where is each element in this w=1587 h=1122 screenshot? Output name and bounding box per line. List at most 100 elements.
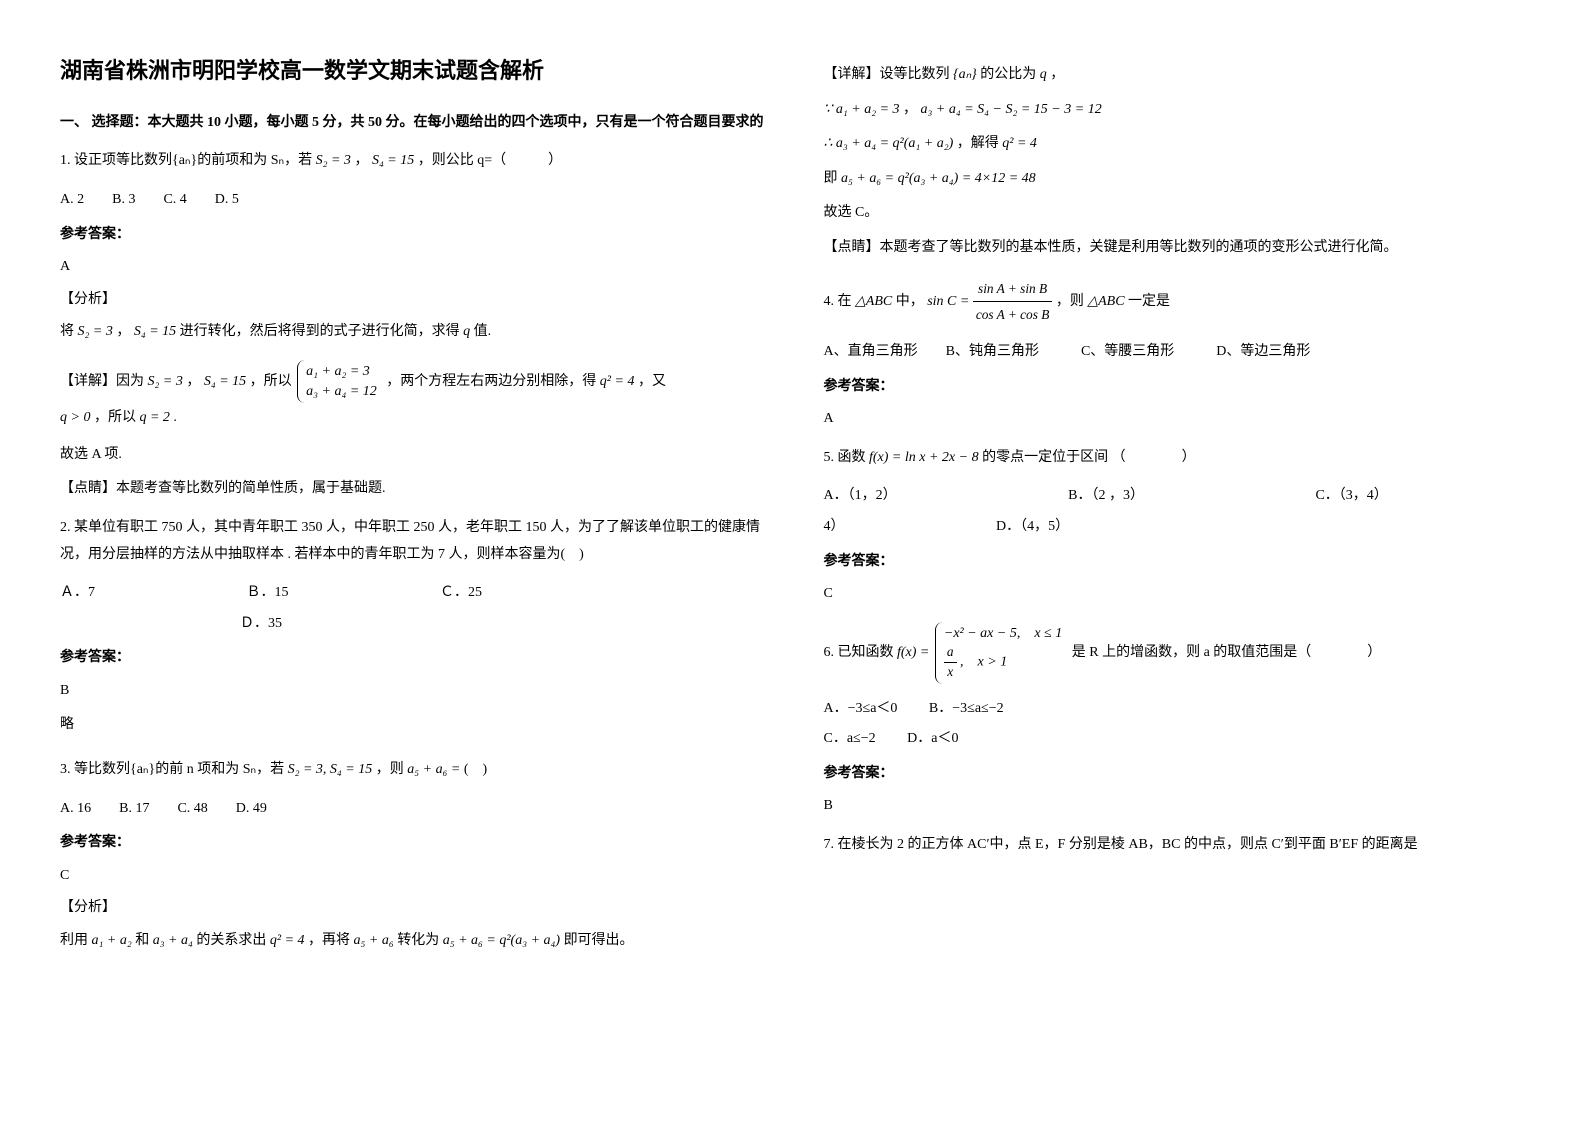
q5-optD: D．（4，5）: [996, 519, 1069, 534]
q3-answer-label: 参考答案：: [60, 830, 764, 857]
q2-answer-label: 参考答案：: [60, 645, 764, 672]
q1-d-e1: S₂ = 3: [148, 374, 183, 389]
q5-options-row1: A．（1，2） B．（2 ，3） C．（3，4）: [824, 483, 1528, 510]
q1-answer: A: [60, 254, 764, 281]
q6-optB: B．−3≤a≤−2: [929, 701, 1004, 716]
q3-e1: S₂ = 3, S₄ = 15: [288, 762, 373, 777]
q5-answer: C: [824, 581, 1528, 608]
q3-row1: ∵ a₁ + a₂ = 3 ， a₃ + a₄ = S₄ − S₂ = 15 −…: [824, 97, 1528, 124]
q1-analysis-q: q: [463, 324, 470, 339]
q5-stem-b: 的零点一定位于区间 （ ）: [982, 450, 1196, 465]
q5-stem-a: 5. 函数: [824, 450, 866, 465]
q3-answer: C: [60, 863, 764, 890]
q3-row3: 即 a₅ + a₆ = q²(a₃ + a₄) = 4×12 = 48: [824, 166, 1528, 193]
q4-stem-c: ，则: [1056, 294, 1084, 309]
q6-optC: C．a≤−2: [824, 731, 876, 746]
q6-piece2: a x , x > 1: [944, 643, 1062, 681]
q3-analysis: 利用 a₁ + a₂ 和 a₃ + a₄ 的关系求出 q² = 4 ，再将 a₅…: [60, 928, 764, 955]
q3-de1: {aₙ}: [953, 67, 977, 82]
q3-detail: 【详解】设等比数列 {aₙ} 的公比为 q ，: [824, 62, 1528, 89]
q1-analysis-a: 将: [60, 324, 74, 339]
q3-e2: a₅ + a₆ =: [407, 762, 460, 777]
q3-analysis-label: 【分析】: [60, 895, 764, 922]
q2-optA: Ａ．7: [60, 585, 95, 600]
q1-d-e5: q = 2: [139, 410, 169, 425]
q2-optD: Ｄ．35: [240, 616, 282, 631]
q4-lhs: sin C =: [927, 294, 969, 309]
q4-options: A、直角三角形 B、钝角三角形 C、等腰三角形 D、等边三角形: [824, 339, 1528, 366]
q1-detail-d: ，又: [638, 374, 666, 389]
question-6: 6. 已知函数 f(x) = −x² − ax − 5, x ≤ 1 a x ,…: [824, 622, 1528, 684]
question-2: 2. 某单位有职工 750 人，其中青年职工 350 人，中年职工 250 人，…: [60, 515, 764, 568]
q4-answer: A: [824, 406, 1528, 433]
question-4: 4. 在 △ABC 中， sin C = sin A + sin B cos A…: [824, 276, 1528, 328]
q5-optC-tail: 4）: [824, 519, 845, 534]
section-heading: 一、 选择题：本大题共 10 小题，每小题 5 分，共 50 分。在每小题给出的…: [60, 110, 764, 137]
q5-answer-label: 参考答案：: [824, 549, 1528, 576]
q4-answer-label: 参考答案：: [824, 374, 1528, 401]
q2-brief: 略: [60, 712, 764, 739]
q4-tri2: △ABC: [1087, 294, 1124, 309]
q1-answer-label: 参考答案：: [60, 222, 764, 249]
page-title: 湖南省株洲市明阳学校高一数学文期末试题含解析: [60, 50, 764, 92]
q1-analysis-label: 【分析】: [60, 287, 764, 314]
q3-r2a: ∴ a₃ + a₄ = q²(a₁ + a₂): [824, 136, 954, 151]
q3-options: A. 16 B. 17 C. 48 D. 49: [60, 796, 764, 823]
q1-analysis: 将 S₂ = 3 ， S₄ = 15 进行转化，然后将得到的式子进行化简，求得 …: [60, 319, 764, 346]
q3-ae4: a₅ + a₆: [354, 933, 394, 948]
q6-stem-b: 是 R 上的增函数，则 a 的取值范围是（ ）: [1072, 645, 1382, 660]
q3-r1a: ∵ a₁ + a₂ = 3: [824, 102, 900, 117]
q1-stem-a: 1. 设正项等比数列{aₙ}的前项和为 Sₙ，若: [60, 153, 312, 168]
q6-p2-num: a: [944, 643, 957, 663]
q1-piece1: a₁ + a₂ = 3: [306, 362, 377, 382]
q5-optB: B．（2 ，3）: [1068, 488, 1144, 503]
q1-detail: 【详解】因为 S₂ = 3 ， S₄ = 15 ，所以 a₁ + a₂ = 3 …: [60, 360, 764, 403]
q3-ae3: q² = 4: [270, 933, 305, 948]
q3-line-b: 和: [135, 933, 153, 948]
q3-ae1: a₁ + a₂: [92, 933, 132, 948]
q3-conclude: 故选 C。: [824, 200, 1528, 227]
question-3: 3. 等比数列{aₙ}的前 n 项和为 Sₙ，若 S₂ = 3, S₄ = 15…: [60, 757, 764, 784]
q6-fx-lhs: f(x) =: [897, 645, 929, 660]
q1-analysis-b: 进行转化，然后将得到的式子进行化简，求得: [180, 324, 460, 339]
q3-row2: ∴ a₃ + a₄ = q²(a₁ + a₂) ，解得 q² = 4: [824, 131, 1528, 158]
q3-r2c: q² = 4: [1002, 136, 1037, 151]
q6-p2-den: x: [944, 663, 957, 682]
q1-analysis-sep: ，: [116, 324, 130, 339]
q3-r1b: ，: [903, 102, 917, 117]
q3-line-a: 利用: [60, 933, 88, 948]
q4-stem-d: 一定是: [1128, 294, 1170, 309]
q2-options: Ａ．7 Ｂ．15 Ｃ．25: [60, 580, 764, 607]
q4-num: sin A + sin B: [973, 276, 1052, 302]
q1-detail-e: ，所以: [94, 410, 136, 425]
q1-analysis-c: 值.: [474, 324, 492, 339]
q6-piecewise: −x² − ax − 5, x ≤ 1 a x , x > 1: [935, 622, 1066, 684]
q1-detail-b: ，所以: [250, 374, 292, 389]
question-7: 7. 在棱长为 2 的正方体 AC′中，点 E，F 分别是棱 AB，BC 的中点…: [824, 832, 1528, 859]
q3-line-d: ，再将: [308, 933, 350, 948]
q3-r3b: a₅ + a₆ = q²(a₃ + a₄) = 4×12 = 48: [841, 171, 1036, 186]
question-5: 5. 函数 f(x) = ln x + 2x − 8 的零点一定位于区间 （ ）: [824, 445, 1528, 472]
q2-answer: B: [60, 678, 764, 705]
q1-d-sep1: ，: [186, 374, 200, 389]
q3-ae2: a₃ + a₄: [153, 933, 193, 948]
q4-frac: sin A + sin B cos A + cos B: [973, 276, 1052, 328]
q3-r3a: 即: [824, 171, 838, 186]
question-1: 1. 设正项等比数列{aₙ}的前项和为 Sₙ，若 S₂ = 3 ， S₄ = 1…: [60, 148, 764, 175]
q1-d-e2: S₄ = 15: [204, 374, 246, 389]
q5-optC: C．（3，4）: [1315, 488, 1387, 503]
q1-detail-c: ，两个方程左右两边分别相除，得: [386, 374, 596, 389]
q3-stem-a: 3. 等比数列{aₙ}的前 n 项和为 Sₙ，若: [60, 762, 284, 777]
q6-piece1: −x² − ax − 5, x ≤ 1: [944, 624, 1062, 644]
q3-r2b: ，解得: [957, 136, 999, 151]
q1-detail-2: q > 0 ，所以 q = 2 .: [60, 405, 764, 432]
q6-optD: D．a＜0: [907, 731, 958, 746]
q1-detail-f: .: [173, 410, 177, 425]
q1-stem-b: ，则公比 q=（ ）: [418, 153, 562, 168]
q5-fx: f(x) = ln x + 2x − 8: [869, 450, 979, 465]
q1-options: A. 2 B. 3 C. 4 D. 5: [60, 187, 764, 214]
q5-options-row2: 4） D．（4，5）: [824, 514, 1528, 541]
q2-options-2: Ｄ．35: [60, 611, 764, 638]
q3-stem-b: ，则: [376, 762, 404, 777]
q1-piece2: a₃ + a₄ = 12: [306, 382, 377, 402]
